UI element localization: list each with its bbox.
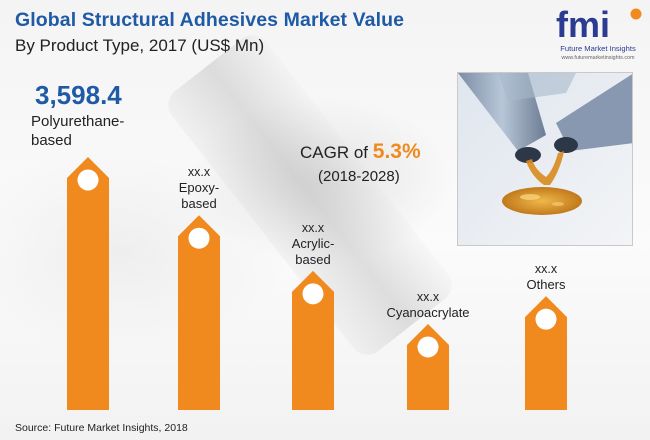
logo-dot: [630, 8, 642, 20]
bar-marker-1: [188, 227, 210, 249]
data-label-0: 3,598.4: [35, 80, 122, 110]
chart-title: Global Structural Adhesives Market Value: [15, 9, 405, 31]
cagr-value: 5.3%: [372, 140, 421, 163]
cagr-period: (2018-2028): [318, 168, 400, 185]
category-label-0-1: based: [31, 132, 72, 149]
cagr-callout: CAGR of 5.3% (2018-2028): [300, 140, 450, 185]
logo-website: www.futuremarketinsights.com: [561, 55, 635, 61]
bar-0: [67, 157, 109, 410]
chart-subtitle: By Product Type, 2017 (US$ Mn): [15, 36, 265, 55]
bar-2: [292, 270, 334, 410]
category-label-1-0: Epoxy-: [179, 180, 219, 195]
category-label-4-0: Others: [526, 277, 566, 292]
category-label-0-0: Polyurethane-: [31, 113, 124, 130]
bar-marker-2: [302, 283, 324, 305]
source-note: Source: Future Market Insights, 2018: [15, 422, 188, 434]
fmi-logo: fmi Future Market Insights www.futuremar…: [546, 5, 646, 65]
data-label-1: xx.x: [188, 165, 211, 179]
data-label-3: xx.x: [417, 290, 440, 304]
bar-4: [525, 296, 567, 410]
category-label-3-0: Cyanoacrylate: [386, 305, 469, 320]
data-label-2: xx.x: [302, 221, 325, 235]
category-label-1-1: based: [181, 196, 216, 211]
adhesive-photo-illustration: [458, 73, 632, 245]
logo-company-name: Future Market Insights: [560, 44, 636, 53]
category-label-2-1: based: [295, 252, 330, 267]
adhesive-photo: [457, 72, 633, 246]
fmi-logo-text: fmi: [556, 5, 610, 45]
cagr-line: CAGR of 5.3%: [300, 140, 450, 164]
bar-1: [178, 215, 220, 410]
bar-marker-0: [77, 169, 99, 191]
bar-marker-4: [535, 308, 557, 330]
fmi-logo-mark: fmi: [556, 5, 642, 45]
data-label-4: xx.x: [535, 262, 558, 276]
cagr-prefix: CAGR of: [300, 143, 369, 162]
bar-marker-3: [417, 336, 439, 358]
category-label-2-0: Acrylic-: [292, 236, 335, 251]
bar-3: [407, 323, 449, 410]
